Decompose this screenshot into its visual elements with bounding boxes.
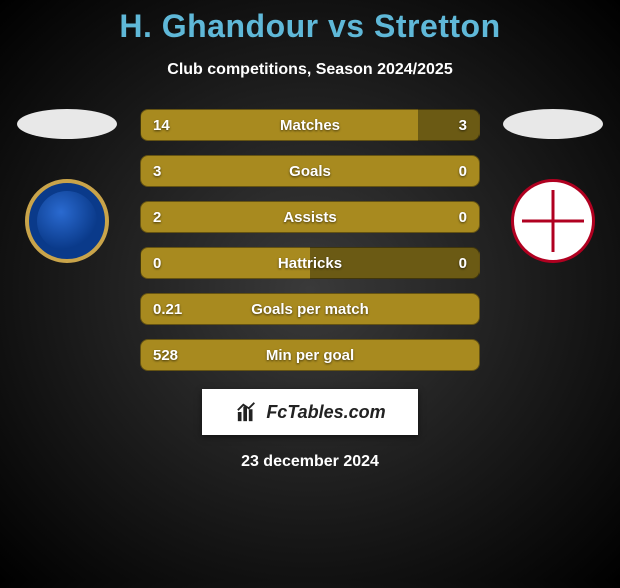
stat-left-value: 528 [153, 347, 178, 364]
stat-left-value: 2 [153, 209, 161, 226]
stat-bars: 14 Matches 3 3 Goals 0 2 Assists 0 0 Hattricks 0 0.2… [140, 109, 480, 371]
stat-right-value: 3 [459, 117, 467, 134]
stat-label: Goals [289, 163, 331, 180]
stat-left-value: 14 [153, 117, 170, 134]
brand-badge: FcTables.com [202, 389, 418, 435]
brand-chart-icon [234, 401, 260, 423]
stat-right-value: 0 [459, 209, 467, 226]
left-player-photo-placeholder [17, 109, 117, 139]
right-player-photo-placeholder [503, 109, 603, 139]
stat-bar: 0.21 Goals per match [140, 293, 480, 325]
comparison-panel: 14 Matches 3 3 Goals 0 2 Assists 0 0 Hattricks 0 0.2… [0, 109, 620, 371]
stat-label: Assists [283, 209, 336, 226]
stat-label: Goals per match [251, 301, 369, 318]
brand-text: FcTables.com [266, 402, 385, 423]
page-title: H. Ghandour vs Stretton [0, 8, 620, 45]
stat-right-value: 0 [459, 163, 467, 180]
stat-bar: 0 Hattricks 0 [140, 247, 480, 279]
stat-bar: 3 Goals 0 [140, 155, 480, 187]
stat-bar: 14 Matches 3 [140, 109, 480, 141]
stat-left-value: 0 [153, 255, 161, 272]
stat-label: Min per goal [266, 347, 354, 364]
stat-label: Matches [280, 117, 340, 134]
stat-bar: 528 Min per goal [140, 339, 480, 371]
stat-label: Hattricks [278, 255, 342, 272]
stat-bar: 2 Assists 0 [140, 201, 480, 233]
stat-left-value: 0.21 [153, 301, 182, 318]
right-club-crest [511, 179, 595, 263]
right-player-column [498, 109, 608, 263]
date-label: 23 december 2024 [0, 453, 620, 471]
subtitle: Club competitions, Season 2024/2025 [0, 61, 620, 79]
left-player-column [12, 109, 122, 263]
stat-right-value: 0 [459, 255, 467, 272]
stat-left-value: 3 [153, 163, 161, 180]
left-club-crest [25, 179, 109, 263]
